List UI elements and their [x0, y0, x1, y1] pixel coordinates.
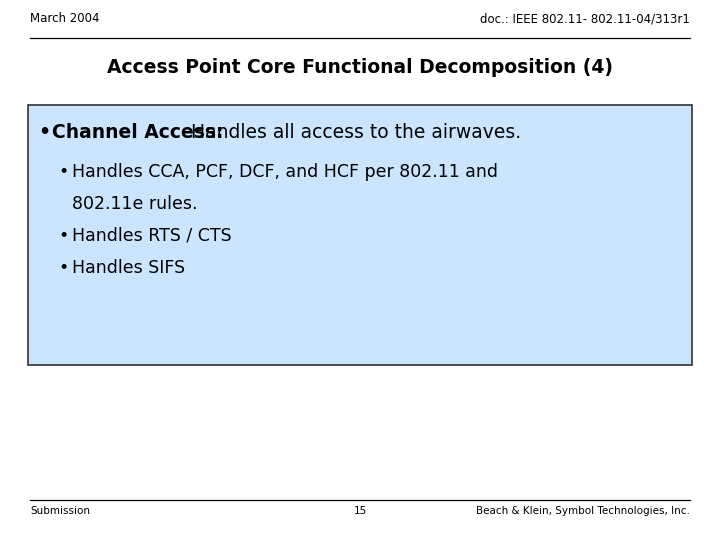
Text: Beach & Klein, Symbol Technologies, Inc.: Beach & Klein, Symbol Technologies, Inc.: [476, 506, 690, 516]
FancyBboxPatch shape: [28, 105, 692, 365]
Text: doc.: IEEE 802.11- 802.11-04/313r1: doc.: IEEE 802.11- 802.11-04/313r1: [480, 12, 690, 25]
Text: 802.11e rules.: 802.11e rules.: [72, 195, 197, 213]
Text: Handles CCA, PCF, DCF, and HCF per 802.11 and: Handles CCA, PCF, DCF, and HCF per 802.1…: [72, 163, 498, 181]
Text: Handles RTS / CTS: Handles RTS / CTS: [72, 227, 232, 245]
Text: Access Point Core Functional Decomposition (4): Access Point Core Functional Decompositi…: [107, 58, 613, 77]
Text: March 2004: March 2004: [30, 12, 99, 25]
Text: 15: 15: [354, 506, 366, 516]
Text: Handles all access to the airwaves.: Handles all access to the airwaves.: [185, 123, 521, 142]
Text: Handles SIFS: Handles SIFS: [72, 259, 185, 277]
Text: •: •: [58, 163, 68, 181]
Text: Submission: Submission: [30, 506, 90, 516]
Text: •: •: [38, 123, 50, 142]
Text: •: •: [58, 227, 68, 245]
Text: •: •: [58, 259, 68, 277]
Text: Channel Access:: Channel Access:: [52, 123, 223, 142]
